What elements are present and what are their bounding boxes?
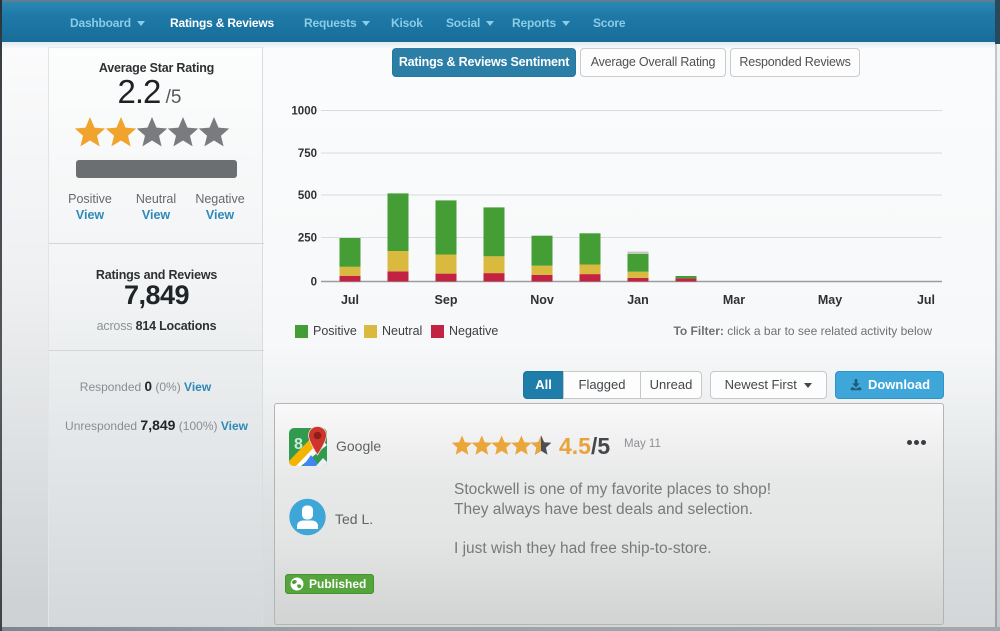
svg-text:Jul: Jul bbox=[341, 293, 359, 307]
svg-text:250: 250 bbox=[298, 233, 317, 245]
svg-text:750: 750 bbox=[298, 148, 317, 160]
svg-text:Mar: Mar bbox=[723, 293, 745, 307]
svg-text:8: 8 bbox=[294, 436, 303, 453]
svg-text:500: 500 bbox=[298, 190, 317, 202]
svg-text:May: May bbox=[818, 293, 842, 307]
svg-text:Jul: Jul bbox=[917, 293, 935, 307]
svg-text:1000: 1000 bbox=[291, 106, 317, 118]
svg-text:Sep: Sep bbox=[435, 293, 458, 307]
svg-text:Nov: Nov bbox=[530, 293, 554, 307]
svg-text:Jan: Jan bbox=[627, 293, 649, 307]
svg-text:0: 0 bbox=[311, 277, 317, 289]
